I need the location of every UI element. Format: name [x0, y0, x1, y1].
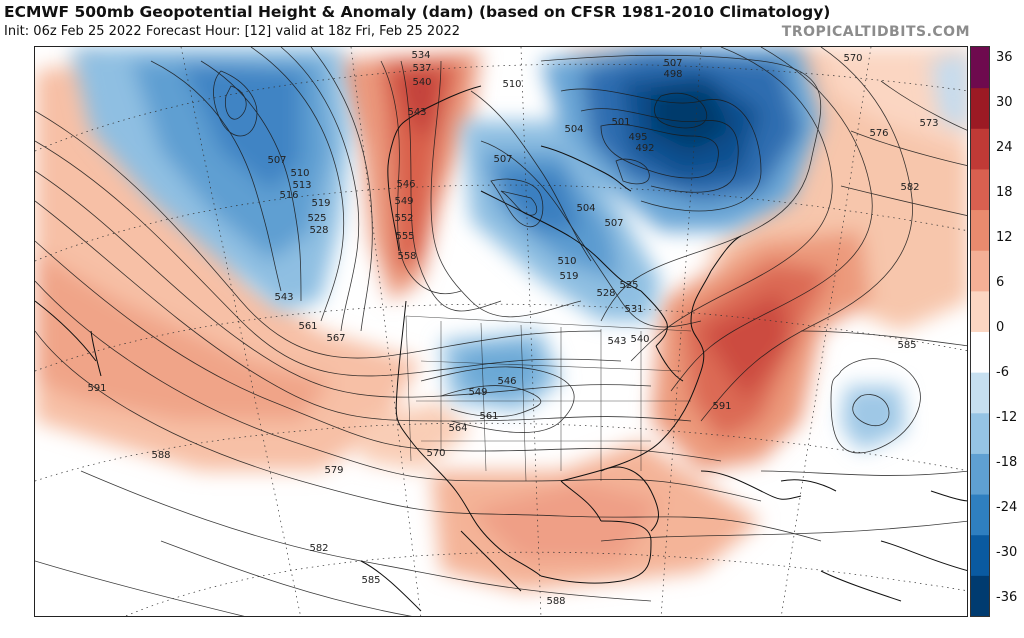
colorbar-tick-label: -24	[996, 500, 1018, 515]
colorbar-segment	[971, 47, 989, 89]
anomaly-shading	[35, 47, 967, 591]
contour-label: 507	[663, 58, 682, 69]
colorbar-tick-label: 12	[996, 230, 1013, 245]
colorbar-tick-label: 24	[996, 140, 1013, 155]
contour-label: 531	[624, 304, 643, 315]
colorbar-tick-label: -6	[996, 365, 1009, 380]
contour-label: 582	[900, 182, 919, 193]
colorbar-segment	[971, 168, 989, 211]
contour-label: 525	[619, 280, 638, 291]
contour-label: 576	[869, 128, 888, 139]
contour-label: 552	[394, 213, 413, 224]
map-panel: 534 537 540 543 546 549 552 555 558 507 510 513 516 5…	[34, 46, 968, 617]
colorbar-segment	[971, 412, 989, 454]
contour-label: 564	[448, 423, 467, 434]
contour-label: 546	[396, 179, 415, 190]
colorbar-segment	[971, 209, 989, 251]
colorbar-tick-label: 36	[996, 50, 1013, 65]
contour-label: 561	[298, 321, 317, 332]
contour-label: 579	[324, 465, 343, 476]
colorbar-tick-label: -12	[996, 410, 1018, 425]
colorbar-segment	[971, 87, 989, 129]
state-borders	[405, 315, 692, 482]
contour-label: 573	[919, 118, 938, 129]
contour-label: 549	[468, 387, 487, 398]
contour-label: 543	[607, 336, 626, 347]
contour-label: 528	[596, 288, 615, 299]
contour-label: 504	[576, 203, 595, 214]
height-contours	[35, 47, 967, 616]
brand-watermark: TROPICALTIDBITS.COM	[781, 24, 970, 40]
negative-anomaly-shading	[71, 47, 967, 451]
colorbar-segment	[971, 453, 989, 495]
contour-label: 537	[412, 63, 431, 74]
colorbar-segment	[971, 290, 989, 332]
contour-label: 585	[897, 340, 916, 351]
contour-label: 567	[326, 333, 345, 344]
contour-label: 519	[559, 271, 578, 282]
chart-title: ECMWF 500mb Geopotential Height & Anomal…	[4, 3, 831, 21]
contour-label: 507	[604, 218, 623, 229]
contour-label: 588	[546, 596, 565, 607]
chart-subtitle: Init: 06z Feb 25 2022 Forecast Hour: [12…	[4, 24, 461, 39]
contour-label: 561	[479, 411, 498, 422]
contour-label: 510	[502, 79, 521, 90]
graticule	[35, 47, 967, 616]
contour-label: 570	[843, 53, 862, 64]
contour-label: 525	[307, 213, 326, 224]
contour-label: 534	[411, 50, 430, 61]
contour-label: 540	[412, 77, 431, 88]
colorbar-segment	[971, 331, 989, 373]
contour-label: 591	[87, 383, 106, 394]
contour-label: 513	[292, 180, 311, 191]
contour-label: 516	[279, 190, 298, 201]
contour-label: 546	[497, 376, 516, 387]
contour-label: 519	[311, 198, 330, 209]
colorbar	[970, 46, 990, 617]
contour-label: 540	[630, 334, 649, 345]
colorbar-segment	[971, 250, 989, 292]
contour-label: 492	[635, 143, 654, 154]
contour-label: 501	[611, 117, 630, 128]
contour-label: 510	[557, 256, 576, 267]
contour-label: 507	[267, 155, 286, 166]
colorbar-tick-label: 6	[996, 275, 1005, 290]
contour-label: 558	[397, 251, 416, 262]
colorbar-tick-label: -18	[996, 455, 1018, 470]
colorbar-segment	[971, 575, 989, 617]
colorbar-tick-label: 0	[996, 320, 1005, 335]
colorbar-segment	[971, 128, 989, 170]
contour-label: 555	[395, 231, 414, 242]
anomaly-map: 5345375405435465495525555585075105135165…	[35, 47, 967, 616]
colorbar-tick-label: 18	[996, 185, 1013, 200]
contour-label: 570	[426, 448, 445, 459]
contour-label: 543	[407, 107, 426, 118]
contour-label: 507	[493, 154, 512, 165]
colorbar-segment	[971, 534, 989, 576]
contour-label: 585	[361, 575, 380, 586]
contour-label: 591	[712, 401, 731, 412]
colorbar-tick-label: 30	[996, 95, 1013, 110]
contour-label: 582	[309, 543, 328, 554]
contour-label: 588	[151, 450, 170, 461]
colorbar-segment	[971, 372, 989, 414]
contour-labels: 5345375405435465495525555585075105135165…	[87, 50, 938, 607]
contour-label: 549	[394, 196, 413, 207]
colorbar-tick-label: -36	[996, 590, 1018, 605]
colorbar-ramp	[971, 47, 989, 617]
colorbar-tick-label: -30	[996, 545, 1018, 560]
contour-label: 495	[628, 132, 647, 143]
contour-label: 510	[290, 168, 309, 179]
contour-label: 528	[309, 225, 328, 236]
contour-label: 504	[564, 124, 583, 135]
contour-label: 498	[663, 69, 682, 80]
contour-label: 543	[274, 292, 293, 303]
colorbar-segment	[971, 494, 989, 536]
coastlines-sharp	[35, 85, 967, 612]
